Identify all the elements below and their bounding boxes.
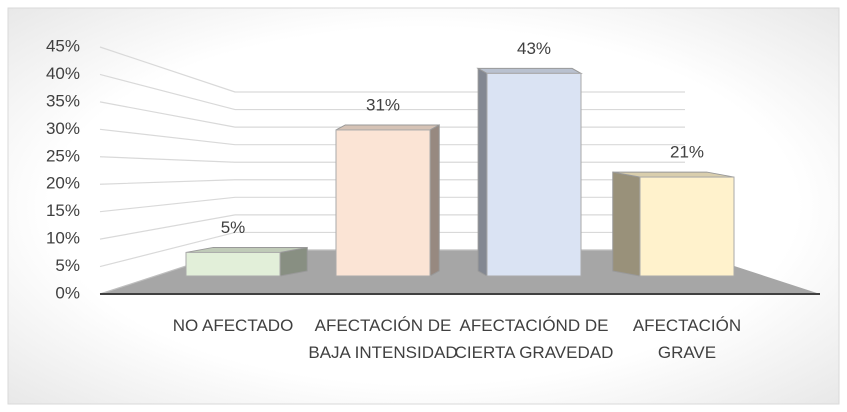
data-label: 21% [670, 143, 704, 162]
bar-top [335, 124, 440, 131]
y-tick-label: 5% [55, 256, 80, 275]
data-label: 31% [366, 95, 400, 114]
bar [185, 251, 281, 277]
bar [639, 176, 735, 277]
bar-side [429, 124, 440, 277]
x-tick-label: NO AFECTADO [172, 316, 294, 335]
data-label: 5% [221, 218, 246, 237]
y-tick-label: 20% [46, 174, 80, 193]
y-tick-label: 0% [55, 283, 80, 302]
y-tick-label: 25% [46, 146, 80, 165]
bar-top [476, 67, 583, 74]
data-label: 43% [517, 39, 551, 58]
bar-side [477, 67, 488, 277]
x-tick-label: AFECTACIÓN GRAVE [632, 316, 742, 362]
bar-side [612, 171, 641, 277]
bar [486, 72, 582, 277]
y-tick-label: 10% [46, 229, 80, 248]
y-tick-label: 35% [46, 91, 80, 110]
y-tick-label: 40% [46, 64, 80, 83]
bar [335, 129, 431, 277]
x-tick-label: AFECTACIÓND DE CIERTA GRAVEDAD [454, 316, 614, 362]
y-tick-label: 30% [46, 119, 80, 138]
x-tick-label: AFECTACIÓN DE BAJA INTENSIDAD [308, 316, 458, 362]
y-tick-label: 45% [46, 36, 80, 55]
y-tick-label: 15% [46, 201, 80, 220]
